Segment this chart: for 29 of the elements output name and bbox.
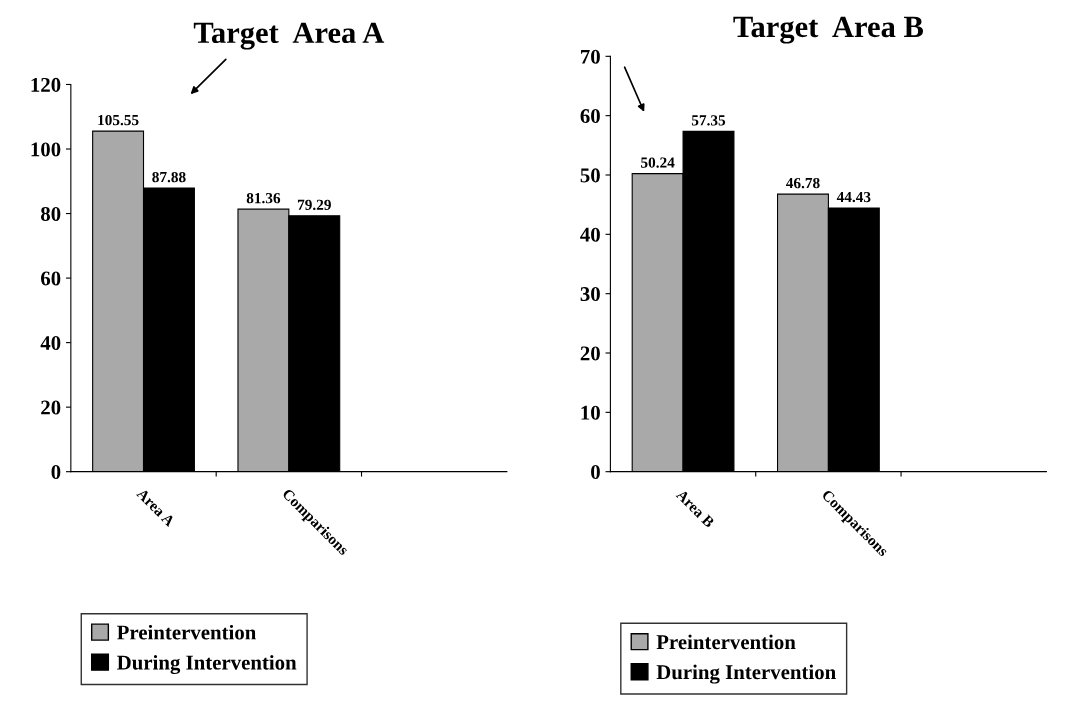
data-label: 50.24 — [641, 157, 675, 168]
y-tick-label: 40 — [40, 335, 61, 351]
y-tick-label: 60 — [580, 109, 600, 124]
data-label: 57.35 — [691, 115, 726, 126]
y-tick-label: 40 — [580, 227, 600, 242]
legend-label: Preintervention — [656, 634, 796, 650]
legend-label: Preintervention — [117, 624, 257, 640]
y-tick-label: 70 — [581, 49, 600, 64]
y-tick-label: 80 — [40, 206, 61, 221]
y-tick-label: 100 — [31, 142, 61, 157]
data-label: 81.36 — [246, 192, 281, 204]
data-label: 46.78 — [785, 177, 820, 189]
data-label: 44.43 — [836, 191, 871, 203]
legend-label: During Intervention — [656, 664, 836, 684]
y-tick-label: 30 — [580, 287, 600, 302]
y-tick-label: 0 — [51, 465, 61, 480]
data-label: 87.88 — [152, 171, 186, 183]
chart-title: Target Area B — [733, 16, 924, 44]
y-tick-label: 20 — [41, 400, 61, 415]
data-label: 79.29 — [297, 199, 331, 211]
y-tick-label: 0 — [591, 465, 600, 480]
y-tick-label: 20 — [580, 346, 600, 361]
y-tick-label: 120 — [31, 77, 61, 92]
data-label: 105.55 — [98, 114, 139, 126]
legend-label: During Intervention — [117, 654, 297, 675]
chart-title: Target Area A — [193, 22, 385, 50]
y-tick-label: 60 — [41, 271, 61, 286]
y-tick-label: 10 — [581, 405, 600, 420]
y-tick-label: 50 — [580, 168, 600, 183]
